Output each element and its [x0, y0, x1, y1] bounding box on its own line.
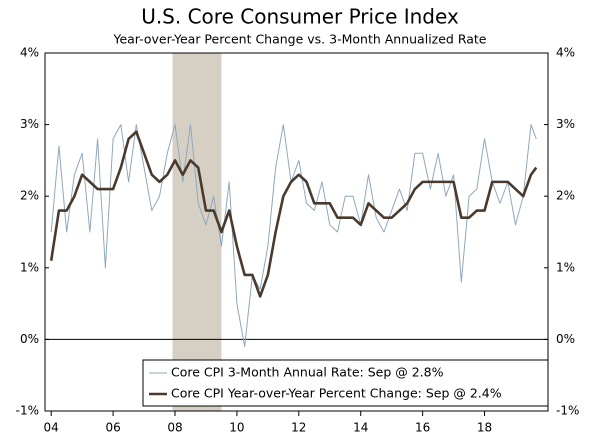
y-tick-label: 0% [20, 332, 39, 346]
legend: Core CPI 3-Month Annual Rate: Sep @ 2.8%… [142, 359, 549, 407]
x-tick-label: 08 [167, 421, 182, 435]
y2-tick-label: 0% [556, 332, 575, 346]
y2-tick-label: 4% [556, 46, 575, 60]
y-tick-label: -1% [16, 404, 39, 418]
x-tick-label: 14 [353, 421, 368, 435]
y-tick-label: 3% [20, 117, 39, 131]
legend-label: Core CPI 3-Month Annual Rate: Sep @ 2.8% [171, 365, 444, 380]
series-line [50, 124, 537, 348]
legend-label: Core CPI Year-over-Year Percent Change: … [171, 386, 502, 401]
plot-frame [44, 52, 549, 412]
recession-band [172, 53, 222, 411]
y-tick-label: 1% [20, 260, 39, 274]
chart-subtitle: Year-over-Year Percent Change vs. 3-Mont… [112, 32, 486, 47]
legend-box [142, 359, 549, 407]
x-tick-label: 16 [415, 421, 430, 435]
x-tick-label: 10 [229, 421, 244, 435]
x-tick-label: 12 [291, 421, 306, 435]
x-tick-label: 06 [105, 421, 120, 435]
y2-tick-label: 1% [556, 260, 575, 274]
y2-tick-label: -1% [556, 404, 579, 418]
y-tick-label: 4% [20, 46, 39, 60]
x-tick-label: 18 [477, 421, 492, 435]
y2-tick-label: 3% [556, 117, 575, 131]
series-line [49, 130, 538, 298]
chart-title: U.S. Core Consumer Price Index [141, 5, 459, 29]
x-tick-label: 04 [44, 421, 59, 435]
y-tick-label: 2% [20, 189, 39, 203]
y2-tick-label: 2% [556, 189, 575, 203]
